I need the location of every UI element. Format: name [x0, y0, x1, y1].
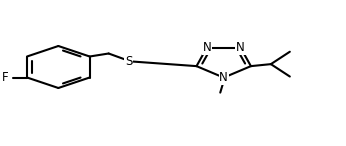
Text: F: F [1, 71, 8, 84]
Text: S: S [125, 55, 132, 68]
Text: N: N [236, 41, 245, 54]
Text: N: N [219, 71, 228, 84]
Text: N: N [202, 41, 211, 54]
